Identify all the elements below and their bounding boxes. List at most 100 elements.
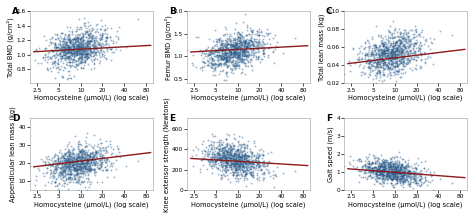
Point [207, 142, 215, 145]
Point [378, 165, 386, 168]
Point [73, 163, 81, 167]
Point [247, 173, 255, 177]
Point [407, 172, 414, 176]
Point [204, 63, 211, 67]
Point [373, 61, 381, 65]
Point [260, 47, 267, 50]
Point [247, 152, 255, 155]
Point [223, 58, 230, 62]
Point [64, 176, 72, 180]
Point [257, 168, 264, 171]
Point [237, 159, 244, 163]
Point [227, 148, 235, 152]
Point [373, 179, 380, 183]
Point [207, 158, 214, 161]
Point [58, 48, 65, 51]
Point [208, 58, 215, 62]
Point [359, 70, 367, 74]
Point [107, 59, 114, 62]
Point [245, 160, 252, 163]
Point [69, 164, 76, 168]
Point [252, 54, 259, 57]
Point [388, 171, 396, 174]
Point [82, 165, 89, 169]
Point [84, 159, 91, 163]
Point [364, 57, 372, 61]
Point [386, 30, 393, 34]
Point [72, 50, 79, 53]
Point [122, 164, 129, 167]
Point [231, 164, 238, 167]
Point [107, 153, 114, 156]
Point [74, 152, 82, 156]
Point [232, 56, 240, 59]
Point [386, 51, 393, 54]
Point [75, 49, 82, 52]
Point [376, 59, 383, 62]
Point [89, 158, 96, 162]
Point [398, 41, 405, 45]
Point [420, 181, 428, 184]
Point [373, 62, 381, 66]
Point [227, 60, 235, 64]
Point [81, 156, 88, 159]
Point [398, 40, 405, 44]
Point [254, 29, 261, 33]
Point [392, 168, 400, 172]
Point [238, 165, 246, 169]
Point [222, 156, 230, 160]
Point [79, 35, 86, 39]
Point [60, 51, 67, 54]
Point [236, 159, 244, 163]
Point [379, 172, 386, 176]
Point [63, 52, 71, 55]
Point [217, 173, 224, 177]
Point [73, 163, 81, 166]
Point [59, 169, 67, 173]
Point [392, 57, 400, 61]
Point [73, 30, 80, 33]
Point [87, 152, 94, 156]
Point [386, 44, 394, 48]
Point [89, 44, 96, 48]
Point [65, 37, 73, 41]
Point [378, 59, 386, 63]
Point [409, 170, 417, 174]
Point [219, 151, 226, 155]
Point [364, 54, 371, 57]
Point [240, 166, 247, 169]
Point [398, 162, 406, 166]
Point [383, 51, 391, 54]
Point [230, 62, 237, 66]
Point [400, 175, 407, 179]
Point [67, 51, 75, 55]
Point [208, 132, 216, 135]
Point [377, 163, 384, 166]
Point [68, 148, 75, 152]
Point [65, 175, 73, 179]
Point [249, 165, 256, 169]
Point [56, 52, 64, 56]
Point [224, 163, 231, 167]
Point [398, 170, 406, 174]
Point [81, 60, 89, 64]
Point [220, 149, 228, 153]
Point [397, 163, 405, 166]
Point [219, 158, 227, 162]
Point [260, 170, 268, 173]
Point [405, 165, 412, 168]
Point [73, 63, 81, 66]
Point [74, 40, 82, 43]
Point [257, 46, 264, 49]
Point [68, 160, 76, 163]
Point [214, 55, 222, 59]
Point [412, 166, 419, 170]
Point [248, 40, 256, 43]
Point [98, 37, 106, 41]
Point [382, 159, 390, 162]
Point [82, 45, 90, 49]
Point [42, 38, 49, 42]
Point [73, 172, 81, 176]
Point [74, 167, 82, 170]
Point [241, 42, 248, 46]
